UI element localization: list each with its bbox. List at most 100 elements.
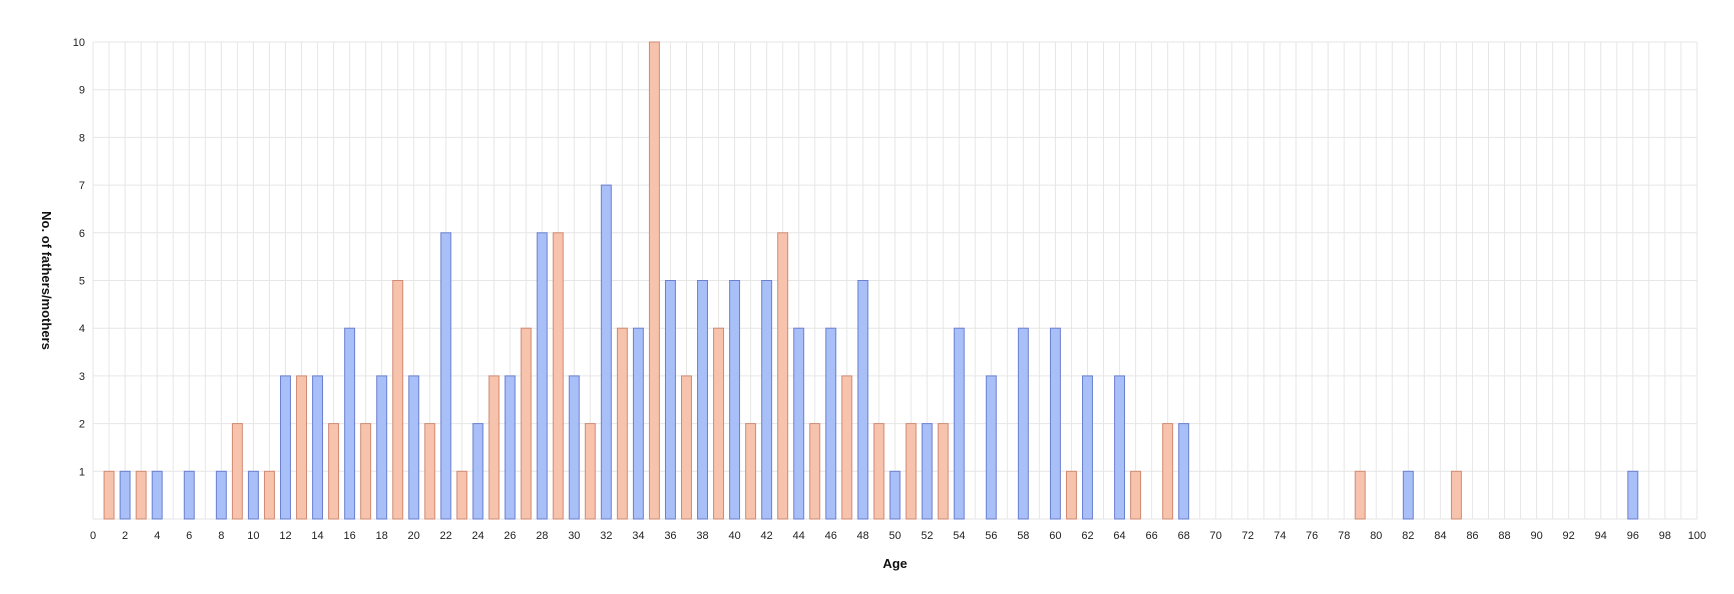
bar-fathers (1082, 375, 1093, 520)
y-tick-label: 1 (79, 466, 85, 478)
x-tick-label: 100 (1688, 530, 1706, 542)
x-tick-label: 90 (1530, 530, 1542, 542)
bar-fathers (280, 375, 291, 520)
x-tick-label: 24 (472, 530, 484, 542)
x-tick-label: 74 (1274, 530, 1286, 542)
bar-mothers (552, 232, 564, 520)
bar-fathers (183, 470, 195, 520)
x-tick-label: 94 (1595, 530, 1607, 542)
x-tick-label: 16 (344, 530, 356, 542)
x-tick-label: 12 (279, 530, 291, 542)
y-tick-label: 8 (79, 132, 85, 144)
x-tick-label: 10 (247, 530, 259, 542)
x-tick-label: 28 (536, 530, 548, 542)
bar-fathers (1627, 470, 1639, 520)
x-tick-label: 56 (985, 530, 997, 542)
bar-fathers (247, 470, 259, 520)
x-tick-label: 38 (696, 530, 708, 542)
y-tick-label: 5 (79, 276, 85, 288)
y-tick-label: 9 (79, 85, 85, 97)
x-tick-label: 36 (664, 530, 676, 542)
bar-mothers (809, 423, 821, 520)
bar-mothers (777, 232, 789, 520)
x-tick-label: 78 (1338, 530, 1350, 542)
bar-fathers (953, 327, 965, 520)
x-tick-label: 34 (632, 530, 644, 542)
x-tick-label: 60 (1049, 530, 1061, 542)
y-tick-label: 3 (79, 371, 85, 383)
bar-mothers (1065, 470, 1077, 520)
bar-fathers (793, 327, 805, 520)
x-tick-label: 14 (311, 530, 323, 542)
bar-fathers (664, 280, 676, 520)
x-tick-label: 40 (728, 530, 740, 542)
x-tick-label: 22 (440, 530, 452, 542)
x-tick-label: 20 (408, 530, 420, 542)
bar-mothers (488, 375, 500, 520)
y-axis-title: No. of fathers/mothers (39, 211, 54, 350)
x-tick-label: 42 (761, 530, 773, 542)
x-tick-label: 66 (1146, 530, 1158, 542)
x-tick-label: 0 (90, 530, 96, 542)
x-tick-label: 86 (1466, 530, 1478, 542)
y-tick-label: 2 (79, 419, 85, 431)
bar-fathers (151, 470, 163, 520)
x-tick-label: 18 (376, 530, 388, 542)
x-tick-label: 96 (1627, 530, 1639, 542)
bar-fathers (729, 280, 741, 520)
bar-mothers (456, 470, 468, 520)
bar-fathers (472, 423, 484, 520)
bar-fathers (1017, 327, 1029, 520)
bar-fathers (119, 470, 131, 520)
bar-mothers (520, 327, 532, 520)
x-axis-title: Age (883, 556, 908, 571)
bar-fathers (376, 375, 388, 520)
bar-mothers (263, 470, 275, 520)
bar-fathers (1049, 327, 1061, 520)
bar-mothers (681, 375, 692, 520)
bar-fathers (408, 375, 420, 520)
x-tick-label: 80 (1370, 530, 1382, 542)
bar-fathers (1178, 423, 1190, 520)
bar-fathers (921, 423, 933, 520)
bar-fathers (568, 375, 580, 520)
bar-mothers (392, 280, 404, 520)
bar-mothers (424, 423, 436, 520)
bar-mothers (745, 423, 757, 520)
bar-fathers (312, 375, 324, 520)
x-tick-label: 32 (600, 530, 612, 542)
x-tick-label: 4 (154, 530, 160, 542)
bar-mothers (584, 423, 596, 520)
x-tick-label: 98 (1659, 530, 1671, 542)
bar-fathers (632, 327, 644, 520)
x-tick-label: 44 (793, 530, 805, 542)
x-tick-label: 50 (889, 530, 901, 542)
x-tick-label: 30 (568, 530, 580, 542)
bar-fathers (600, 184, 612, 520)
bar-mothers (103, 470, 115, 520)
bar-fathers (215, 470, 227, 520)
bar-fathers (1114, 375, 1126, 520)
bar-mothers (1450, 470, 1462, 520)
bar-mothers (360, 423, 372, 520)
bars-layer (103, 41, 1639, 520)
bar-fathers (985, 375, 997, 520)
bar-mothers (135, 470, 147, 520)
x-tick-label: 6 (186, 530, 192, 542)
bar-mothers (328, 423, 340, 520)
x-tick-label: 8 (218, 530, 224, 542)
x-tick-label: 82 (1402, 530, 1414, 542)
bar-mothers (1130, 470, 1142, 520)
bar-fathers (857, 280, 869, 520)
x-tick-label: 88 (1498, 530, 1510, 542)
bar-fathers (1402, 470, 1414, 520)
x-tick-label: 68 (1178, 530, 1190, 542)
bar-fathers (761, 280, 773, 520)
bar-fathers (440, 232, 452, 520)
bar-mothers (1354, 470, 1366, 520)
x-tick-label: 64 (1113, 530, 1125, 542)
x-tick-label: 54 (953, 530, 965, 542)
x-tick-label: 62 (1081, 530, 1093, 542)
